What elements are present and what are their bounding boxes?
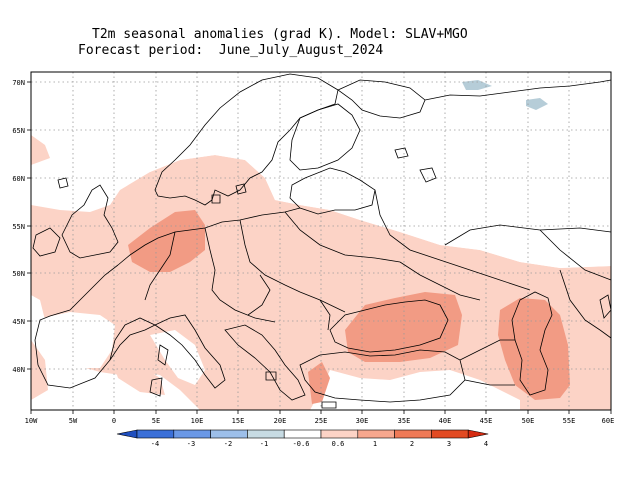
lat-label: 65N: [12, 127, 25, 135]
anomaly-fields: [31, 72, 611, 410]
colorbar-segment: [320, 429, 359, 439]
lon-label: 40E: [439, 417, 452, 425]
neutral-region-iberia: [42, 312, 115, 368]
colorbar-segment: [210, 429, 248, 439]
lon-label: 35E: [398, 417, 411, 425]
colorbar-label: -3: [187, 440, 195, 448]
lon-label: 30E: [356, 417, 369, 425]
axis-ticks: [27, 81, 612, 414]
lon-label: 5W: [69, 417, 78, 425]
anomaly-region-dark-caspian: [498, 298, 570, 400]
lon-label: 45E: [480, 417, 493, 425]
lon-label: 55E: [563, 417, 576, 425]
lon-label: 10W: [25, 417, 38, 425]
colorbar-label: -1: [260, 440, 268, 448]
colorbar-label: 4: [484, 440, 488, 448]
lon-label: 50E: [522, 417, 535, 425]
colorbar-label: -2: [224, 440, 232, 448]
colorbar-segment: [283, 429, 322, 439]
anomaly-region-cold-1: [462, 80, 492, 90]
lon-label: 25E: [315, 417, 328, 425]
coastlines: [32, 73, 612, 409]
lat-label: 45N: [12, 318, 25, 326]
lat-tick-labels: 70N 65N 60N 55N 50N 45N 40N: [12, 79, 25, 374]
lat-label: 70N: [12, 79, 25, 87]
map-title: T2m seasonal anomalies (grad K). Model: …: [92, 27, 468, 42]
colorbar-label: -0.6: [293, 440, 310, 448]
colorbar-segment: [431, 429, 469, 439]
colorbar-segment: [136, 429, 175, 439]
lat-label: 55N: [12, 223, 25, 231]
forecast-period: Forecast period: June_July_August_2024: [78, 43, 384, 58]
colorbar-label: 0.6: [332, 440, 345, 448]
anomaly-region-dark-west: [128, 210, 205, 272]
lon-label: 5E: [152, 417, 160, 425]
colorbar-segment: [173, 429, 211, 439]
colorbar-arrow-left: [116, 429, 138, 439]
anomaly-region-light-4: [112, 360, 165, 395]
colorbar-labels: -4 -3 -2 -1 -0.6 0.6 1 2 3 4: [151, 440, 488, 448]
colorbar: [116, 429, 489, 439]
lon-label: 20E: [274, 417, 287, 425]
colorbar-label: 3: [447, 440, 451, 448]
anomaly-region-dark-balkan: [308, 362, 330, 404]
anomaly-region-light-2: [31, 135, 50, 165]
anomaly-region-cold-2: [526, 98, 548, 110]
neutral-region-north: [150, 72, 611, 268]
lon-tick-labels: 10W 5W 0 5E 10E 15E 20E 25E 30E 35E 40E …: [25, 417, 615, 425]
colorbar-label: 1: [373, 440, 377, 448]
colorbar-label: -4: [151, 440, 159, 448]
lat-label: 50N: [12, 270, 25, 278]
lon-label: 10E: [191, 417, 204, 425]
lat-label: 40N: [12, 366, 25, 374]
lon-label: 15E: [232, 417, 245, 425]
colorbar-segment: [394, 429, 432, 439]
colorbar-arrow-right: [467, 429, 489, 439]
colorbar-segment: [247, 429, 285, 439]
neutral-region-italy: [150, 330, 205, 385]
anomaly-region-light-3: [31, 340, 48, 400]
colorbar-segment: [357, 429, 395, 439]
colorbar-label: 2: [410, 440, 414, 448]
lon-label: 0: [112, 417, 116, 425]
lat-label: 60N: [12, 175, 25, 183]
anomaly-region-dark-blacksea: [345, 292, 462, 362]
lon-label: 60E: [602, 417, 615, 425]
